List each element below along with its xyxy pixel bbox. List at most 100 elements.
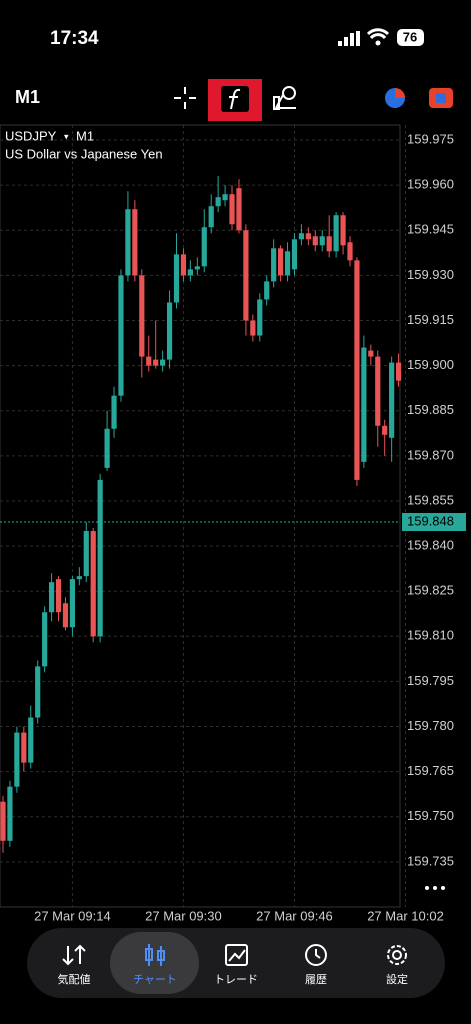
candle-body: [111, 395, 117, 429]
candle-body: [319, 236, 325, 246]
x-tick-label: 27 Mar 09:30: [145, 908, 222, 923]
y-tick-label: 159.825: [407, 583, 454, 598]
nav-bar: [27, 928, 445, 998]
y-tick-label: 159.975: [407, 131, 454, 146]
battery-level: 76: [403, 29, 417, 44]
candle-body: [62, 603, 69, 628]
candle-body: [250, 320, 256, 336]
account-icon: [395, 88, 405, 98]
wifi-icon: [366, 28, 390, 40]
trade-icon: [436, 93, 446, 103]
candle-body: [354, 260, 360, 480]
candle-body: [375, 356, 381, 426]
wifi-dot: [375, 40, 381, 46]
more-button[interactable]: [425, 886, 445, 890]
y-tick-label: 159.960: [407, 177, 454, 192]
candle-body: [368, 350, 374, 357]
candle-body: [222, 194, 228, 201]
candle-body: [326, 236, 332, 252]
chart: 159.975 159.960 159.945 159.930 159.915 159.9…: [0, 124, 466, 923]
candle-body: [208, 206, 214, 228]
candle-body: [395, 362, 402, 381]
candle-body: [194, 266, 200, 270]
x-tick-label: 27 Mar 09:14: [34, 908, 111, 923]
y-tick-label: 159.810: [407, 628, 454, 643]
candle-body: [201, 227, 207, 267]
signal-icon: [338, 31, 360, 46]
indicator-icon: [229, 88, 241, 110]
indicator-icon-bg: [221, 86, 249, 112]
y-tick-label: 159.735: [407, 853, 454, 868]
candle-body: [48, 582, 55, 613]
candle-body: [28, 717, 34, 763]
y-tick-label: 159.840: [407, 538, 454, 553]
candle-body: [0, 801, 6, 841]
candle-body: [229, 194, 235, 225]
candle-body: [173, 254, 180, 303]
candle-body: [389, 362, 395, 438]
candle-body: [278, 248, 284, 276]
y-tick-label: 159.765: [407, 763, 454, 778]
plot-area: [0, 124, 401, 908]
candle-body: [333, 215, 339, 252]
y-tick-label: 159.915: [407, 312, 454, 327]
candle-body: [340, 215, 346, 246]
nav-icons: [62, 944, 407, 966]
y-tick-label: 159.855: [407, 492, 454, 507]
candle-body: [264, 281, 270, 300]
price-label-bg: [402, 513, 466, 532]
nav-item[interactable]: トレード: [214, 974, 258, 986]
candle-body: [55, 579, 62, 613]
candle-body: [42, 612, 48, 667]
crosshair-button[interactable]: [174, 87, 196, 109]
x-tick-label: 27 Mar 09:46: [256, 908, 333, 923]
candle-body: [284, 251, 291, 276]
candle-body: [291, 239, 298, 270]
status-time: 17:34: [50, 28, 99, 49]
y-tick-label: 159.795: [407, 673, 454, 688]
candle-body: [166, 302, 173, 360]
candle-body: [125, 209, 131, 276]
y-tick-label: 159.885: [407, 402, 454, 417]
y-tick-label: 159.870: [407, 447, 454, 462]
candle-body: [14, 732, 20, 787]
candle-body: [187, 269, 193, 276]
candle-body: [236, 188, 242, 231]
candle-body: [69, 579, 75, 628]
candle-body: [146, 356, 152, 366]
chart-timeframe: M1: [76, 128, 94, 143]
symbol-dropdown[interactable]: ▾: [64, 131, 69, 141]
candle-body: [35, 666, 41, 718]
candle-body: [347, 242, 353, 261]
nav-item[interactable]: 気配値: [58, 972, 91, 986]
objects-button[interactable]: [273, 86, 296, 110]
candle-body: [7, 786, 13, 841]
candle-body: [139, 275, 145, 357]
x-tick-label: 27 Mar 10:02: [367, 908, 444, 923]
chart-symbol: USDJPY: [5, 128, 57, 143]
y-tick-label: 159.750: [407, 808, 454, 823]
chart-subtitle: US Dollar vs Japanese Yen: [5, 146, 163, 161]
battery-icon: [397, 29, 424, 46]
candle-body: [160, 359, 166, 366]
candle-body: [257, 299, 263, 336]
timeframe-button[interactable]: M1: [15, 87, 40, 107]
candle-body: [361, 347, 367, 462]
y-tick-label: 159.900: [407, 357, 454, 372]
candle-body: [271, 248, 277, 282]
candle-body: [180, 254, 187, 276]
candle-body: [312, 236, 318, 246]
nav-item[interactable]: 履歴: [305, 973, 327, 986]
candle-body: [215, 197, 221, 207]
nav-item[interactable]: 設定: [386, 972, 408, 986]
nav-item[interactable]: チャート: [133, 973, 177, 986]
candle-body: [83, 531, 89, 577]
nav-active-pill: [110, 932, 199, 994]
candle-body: [243, 230, 249, 321]
y-tick-label: 159.930: [407, 267, 454, 282]
candle-body: [21, 732, 27, 763]
candle-body: [104, 428, 110, 468]
candle-body: [298, 233, 305, 240]
